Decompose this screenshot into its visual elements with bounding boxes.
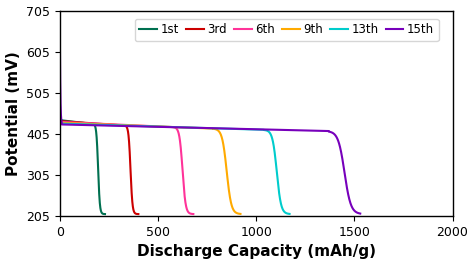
9th (228, 203, 234, 206)
1st (79, 121, 84, 124)
1st (98, 207, 103, 210)
6th (118, 123, 124, 126)
9th (59, 121, 64, 124)
3rd (130, 207, 136, 210)
1st (59, 118, 64, 122)
15th (347, 200, 353, 203)
Line: 1st: 1st (60, 111, 105, 214)
15th (331, 132, 337, 135)
Line: 6th: 6th (60, 116, 193, 214)
X-axis label: Discharge Capacity (mAh/g): Discharge Capacity (mAh/g) (137, 244, 376, 259)
Line: 13th: 13th (60, 118, 290, 214)
15th (59, 120, 64, 123)
13th (287, 212, 292, 215)
3rd (100, 122, 105, 126)
13th (59, 122, 64, 125)
9th (140, 124, 146, 127)
9th (57, 116, 63, 119)
15th (347, 200, 353, 203)
Legend: 1st, 3rd, 6th, 9th, 13th, 15th: 1st, 3rd, 6th, 9th, 13th, 15th (135, 19, 439, 41)
1st (98, 207, 103, 210)
6th (59, 120, 64, 123)
13th (265, 130, 271, 133)
15th (203, 126, 209, 130)
3rd (130, 207, 136, 210)
3rd (59, 119, 64, 122)
Line: 9th: 9th (60, 117, 240, 214)
1st (75, 121, 81, 124)
Line: 3rd: 3rd (60, 116, 138, 214)
1st (91, 122, 96, 126)
6th (183, 205, 189, 209)
13th (278, 203, 284, 206)
1st (102, 213, 108, 216)
3rd (122, 124, 128, 127)
9th (237, 212, 243, 215)
13th (57, 117, 63, 120)
13th (194, 126, 200, 129)
6th (57, 115, 63, 118)
15th (57, 32, 63, 35)
15th (357, 212, 363, 215)
6th (191, 213, 196, 216)
13th (278, 203, 284, 206)
1st (57, 110, 63, 113)
9th (214, 128, 220, 131)
3rd (57, 114, 63, 117)
Line: 15th: 15th (60, 33, 360, 214)
3rd (92, 122, 98, 125)
3rd (136, 213, 141, 216)
9th (228, 202, 234, 206)
Y-axis label: Potential (mV): Potential (mV) (6, 51, 20, 176)
6th (172, 126, 178, 129)
15th (237, 127, 243, 130)
13th (168, 125, 173, 129)
9th (160, 125, 166, 128)
6th (133, 124, 138, 127)
6th (183, 205, 189, 208)
